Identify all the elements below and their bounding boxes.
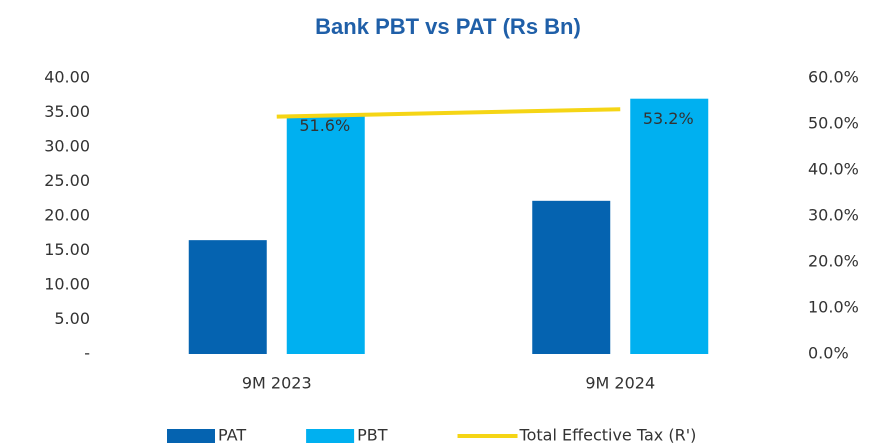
y2-tick-label: 30.0%: [808, 206, 859, 225]
data-label: 53.2%: [643, 109, 694, 128]
bar: [630, 98, 709, 354]
y2-tick-label: 40.0%: [808, 160, 859, 179]
bar: [532, 200, 611, 354]
y-tick-label: 40.00: [44, 68, 90, 87]
y2-tick-label: 20.0%: [808, 252, 859, 271]
x-tick-label: 9M 2023: [242, 374, 312, 393]
y-tick-label: 30.00: [44, 137, 90, 156]
y-tick-label: 20.00: [44, 206, 90, 225]
data-label: 51.6%: [299, 116, 350, 135]
bar: [286, 115, 365, 354]
y2-tick-label: 50.0%: [808, 114, 859, 133]
legend-label: PAT: [218, 426, 246, 445]
x-tick-label: 9M 2024: [585, 374, 655, 393]
y2-tick-label: 0.0%: [808, 344, 849, 363]
legend-swatch: [306, 429, 355, 443]
legend-label: Total Effective Tax (R'): [519, 426, 697, 445]
y-tick-label: 10.00: [44, 275, 90, 294]
legend-swatch: [167, 429, 215, 443]
bar: [188, 240, 267, 354]
chart-title: Bank PBT vs PAT (Rs Bn): [315, 14, 581, 39]
y-tick-label: 15.00: [44, 240, 90, 259]
y-tick-label: 35.00: [44, 102, 90, 121]
line-series: [276, 107, 621, 119]
y-tick-label: 5.00: [54, 309, 90, 328]
y-tick-label: -: [84, 344, 90, 363]
y2-tick-label: 10.0%: [808, 298, 859, 317]
y2-tick-label: 60.0%: [808, 68, 859, 87]
legend-label: PBT: [357, 426, 388, 445]
y-tick-label: 25.00: [44, 171, 90, 190]
